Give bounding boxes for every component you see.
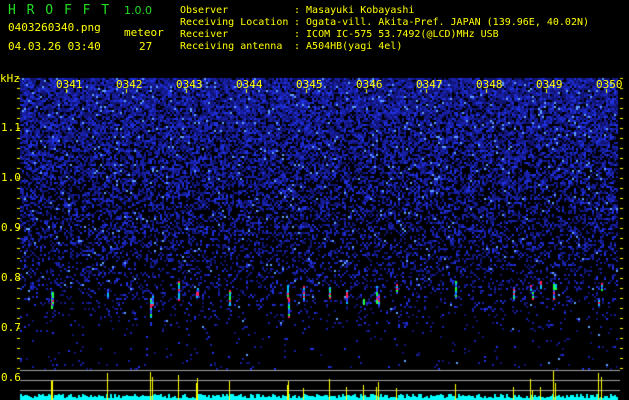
location-value: : Ogata-vill. Akita-Pref. JAPAN (139.96E… [294, 17, 590, 28]
unit-label: kHz [0, 72, 20, 85]
time-label: 0350 [596, 78, 623, 91]
time-label: 0348 [476, 78, 503, 91]
time-label: 0343 [176, 78, 203, 91]
time-label: 0349 [536, 78, 563, 91]
time-label: 0341 [56, 78, 83, 91]
time-label: 0344 [236, 78, 263, 91]
meteor-label: meteor [124, 26, 164, 39]
freq-label: 0.6 [1, 371, 21, 384]
app-logo: H R O F F T [8, 3, 111, 18]
location-label: Receiving Location [180, 17, 289, 28]
receiver-value: : ICOM IC-575 53.7492(@LCD)MHz USB [294, 29, 499, 40]
receiver-label: Receiver [180, 29, 229, 40]
freq-label: 0.9 [1, 221, 21, 234]
spectrogram [0, 76, 629, 400]
time-label: 0345 [296, 78, 323, 91]
antenna-value: : A504HB(yagi 4el) [294, 41, 403, 52]
time-label: 0342 [116, 78, 143, 91]
date-time: 04.03.26 03:40 [8, 40, 101, 53]
freq-label: 1.1 [1, 121, 21, 134]
app-version: 1.0.0 [124, 4, 152, 17]
observer-label: Observer [180, 5, 229, 16]
freq-label: 1.0 [1, 171, 21, 184]
time-label: 0346 [356, 78, 383, 91]
antenna-label: Receiving antenna [180, 41, 283, 52]
time-label: 0347 [416, 78, 443, 91]
file-name: 0403260340.png [8, 21, 101, 34]
freq-label: 0.7 [1, 321, 21, 334]
meteor-count: 27 [139, 40, 153, 53]
observer-value: : Masayuki Kobayashi [294, 5, 415, 16]
freq-label: 0.8 [1, 271, 21, 284]
